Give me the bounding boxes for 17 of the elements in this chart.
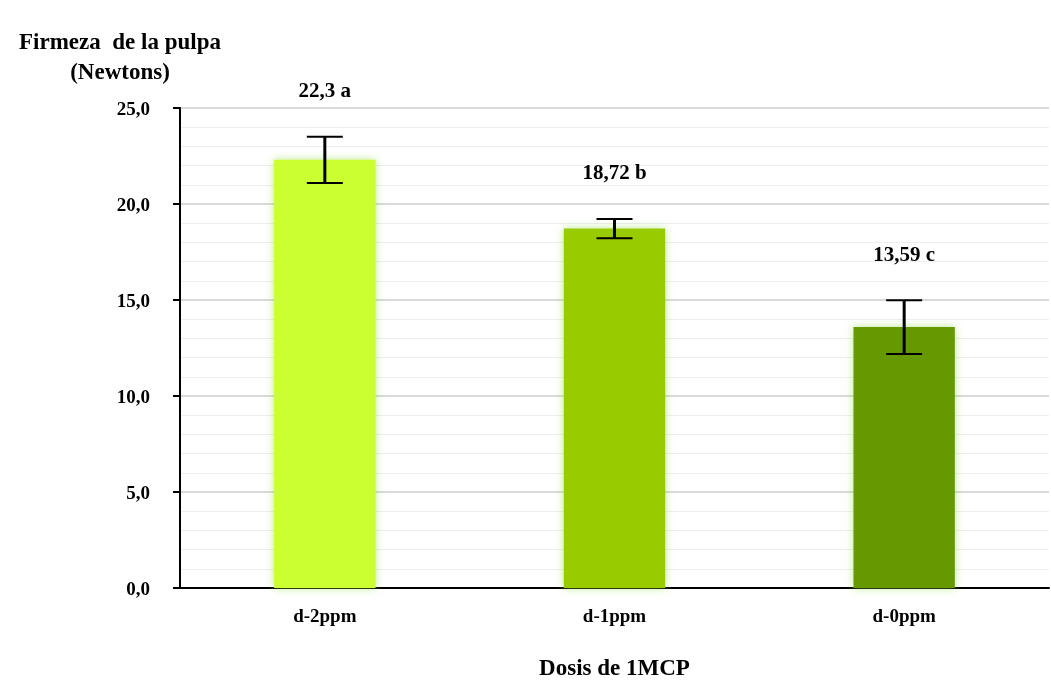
- x-axis-title: Dosis de 1MCP: [539, 655, 690, 680]
- x-tick-label: d-0ppm: [872, 605, 937, 626]
- y-tick-label: 25,0: [116, 97, 150, 119]
- data-label: 18,72 b: [582, 160, 647, 185]
- bar: [274, 159, 376, 588]
- y-tick-label: 15,0: [116, 289, 150, 311]
- x-tick-label: d-1ppm: [582, 605, 647, 626]
- y-tick-label: 0,0: [126, 577, 150, 599]
- y-axis-title: Firmeza de la pulpa (Newtons): [19, 28, 222, 84]
- bar: [853, 327, 955, 588]
- data-label: 22,3 a: [298, 78, 352, 103]
- data-label: 13,59 c: [873, 241, 936, 266]
- bar: [563, 228, 666, 588]
- y-tick-label: 10,0: [116, 385, 150, 407]
- y-tick-label: 20,0: [116, 193, 150, 215]
- x-tick-label: d-2ppm: [293, 605, 357, 626]
- y-tick-label: 5,0: [126, 481, 150, 503]
